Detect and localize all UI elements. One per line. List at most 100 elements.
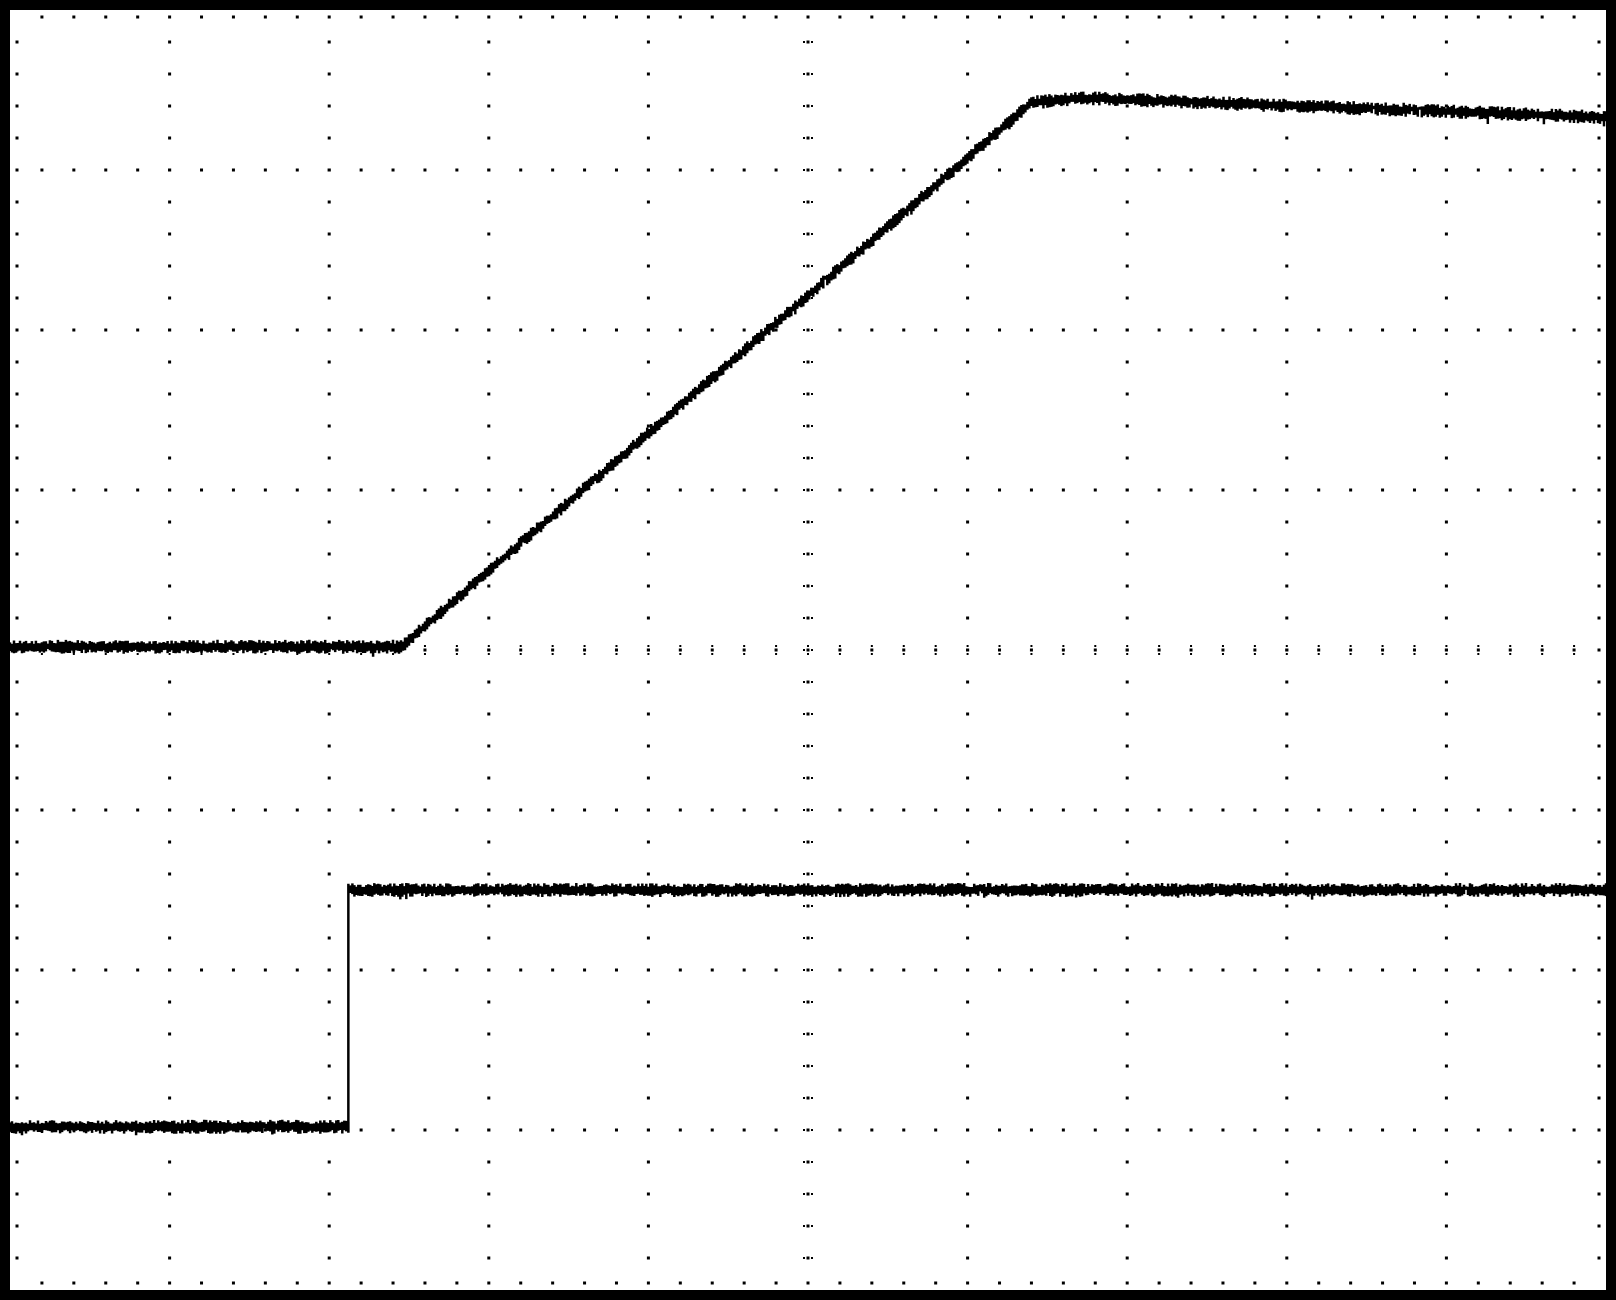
center-tick [811,41,813,43]
grid-dot [678,1128,682,1132]
grid-dot [1285,936,1289,940]
center-tick [811,649,813,651]
edge-tick [200,1281,204,1285]
grid-dot [168,552,172,556]
center-tick [838,645,841,647]
grid-dot [646,168,650,172]
edge-tick [40,1281,44,1285]
center-tick [803,169,805,171]
grid-dot [1444,104,1448,108]
grid-dot [1349,168,1353,172]
grid-dot [1412,648,1416,652]
grid-dot [359,968,363,972]
grid-dot [487,712,491,716]
grid-dot [168,1256,172,1260]
edge-tick [1029,1281,1033,1285]
grid-dot [1157,168,1161,172]
grid-dot [136,168,140,172]
grid-dot [487,680,491,684]
center-tick [803,1193,805,1195]
center-tick [583,645,586,647]
grid-dot [646,200,650,204]
grid-dot [966,264,970,268]
grid-dot [1221,808,1225,812]
edge-tick [1597,168,1601,172]
edge-tick [15,1256,19,1260]
grid-dot [902,648,906,652]
grid-dot [1317,488,1321,492]
center-tick [1445,653,1448,655]
grid-dot [646,808,650,812]
center-tick [811,137,813,139]
grid-dot [966,360,970,364]
center-tick [811,1225,813,1227]
grid-dot [646,1096,650,1100]
grid-dot [1476,648,1480,652]
grid-dot [455,328,459,332]
grid-dot [168,840,172,844]
grid-dot [551,808,555,812]
grid-dot [1029,968,1033,972]
grid-dot [1029,808,1033,812]
grid-dot [838,328,842,332]
grid-dot [614,168,618,172]
grid-dot [1125,1192,1129,1196]
grid-dot [1508,488,1512,492]
grid-dot [1061,968,1065,972]
center-tick [803,1033,805,1035]
grid-dot [1285,328,1289,332]
edge-tick [1093,15,1097,19]
center-tick [1541,645,1544,647]
grid-dot [200,168,204,172]
center-tick [615,645,618,647]
edge-tick [1285,15,1289,19]
grid-dot [1157,808,1161,812]
grid-dot [1189,648,1193,652]
edge-tick [774,15,778,19]
grid-dot [1125,1096,1129,1100]
grid-dot [1125,296,1129,300]
grid-dot [1285,744,1289,748]
grid-dot [391,328,395,332]
grid-dot [487,1000,491,1004]
grid-dot [200,808,204,812]
grid-dot [168,744,172,748]
grid-dot [40,328,44,332]
center-tick [803,137,805,139]
grid-dot [1412,488,1416,492]
grid-dot [966,968,970,972]
center-tick [803,873,805,875]
grid-dot [646,1256,650,1260]
center-tick [615,653,618,655]
center-tick [811,1193,813,1195]
grid-dot [806,264,810,268]
edge-tick [168,15,172,19]
grid-dot [327,968,331,972]
grid-dot [1125,552,1129,556]
edge-tick [1597,232,1601,236]
edge-tick [15,520,19,524]
grid-dot [327,776,331,780]
grid-dot [487,776,491,780]
grid-dot [1285,488,1289,492]
grid-dot [806,456,810,460]
edge-tick [1125,1281,1129,1285]
center-tick [966,653,969,655]
center-tick [1030,645,1033,647]
grid-dot [1253,328,1257,332]
grid-dot [327,1224,331,1228]
grid-dot [1508,808,1512,812]
grid-dot [1125,712,1129,716]
grid-dot [1349,328,1353,332]
grid-dot [327,808,331,812]
grid-dot [614,968,618,972]
grid-dot [1221,648,1225,652]
grid-dot [1381,488,1385,492]
center-tick [811,1129,813,1131]
grid-dot [1125,744,1129,748]
grid-dot [1029,1128,1033,1132]
center-tick [232,653,235,655]
grid-dot [742,968,746,972]
edge-tick [742,15,746,19]
